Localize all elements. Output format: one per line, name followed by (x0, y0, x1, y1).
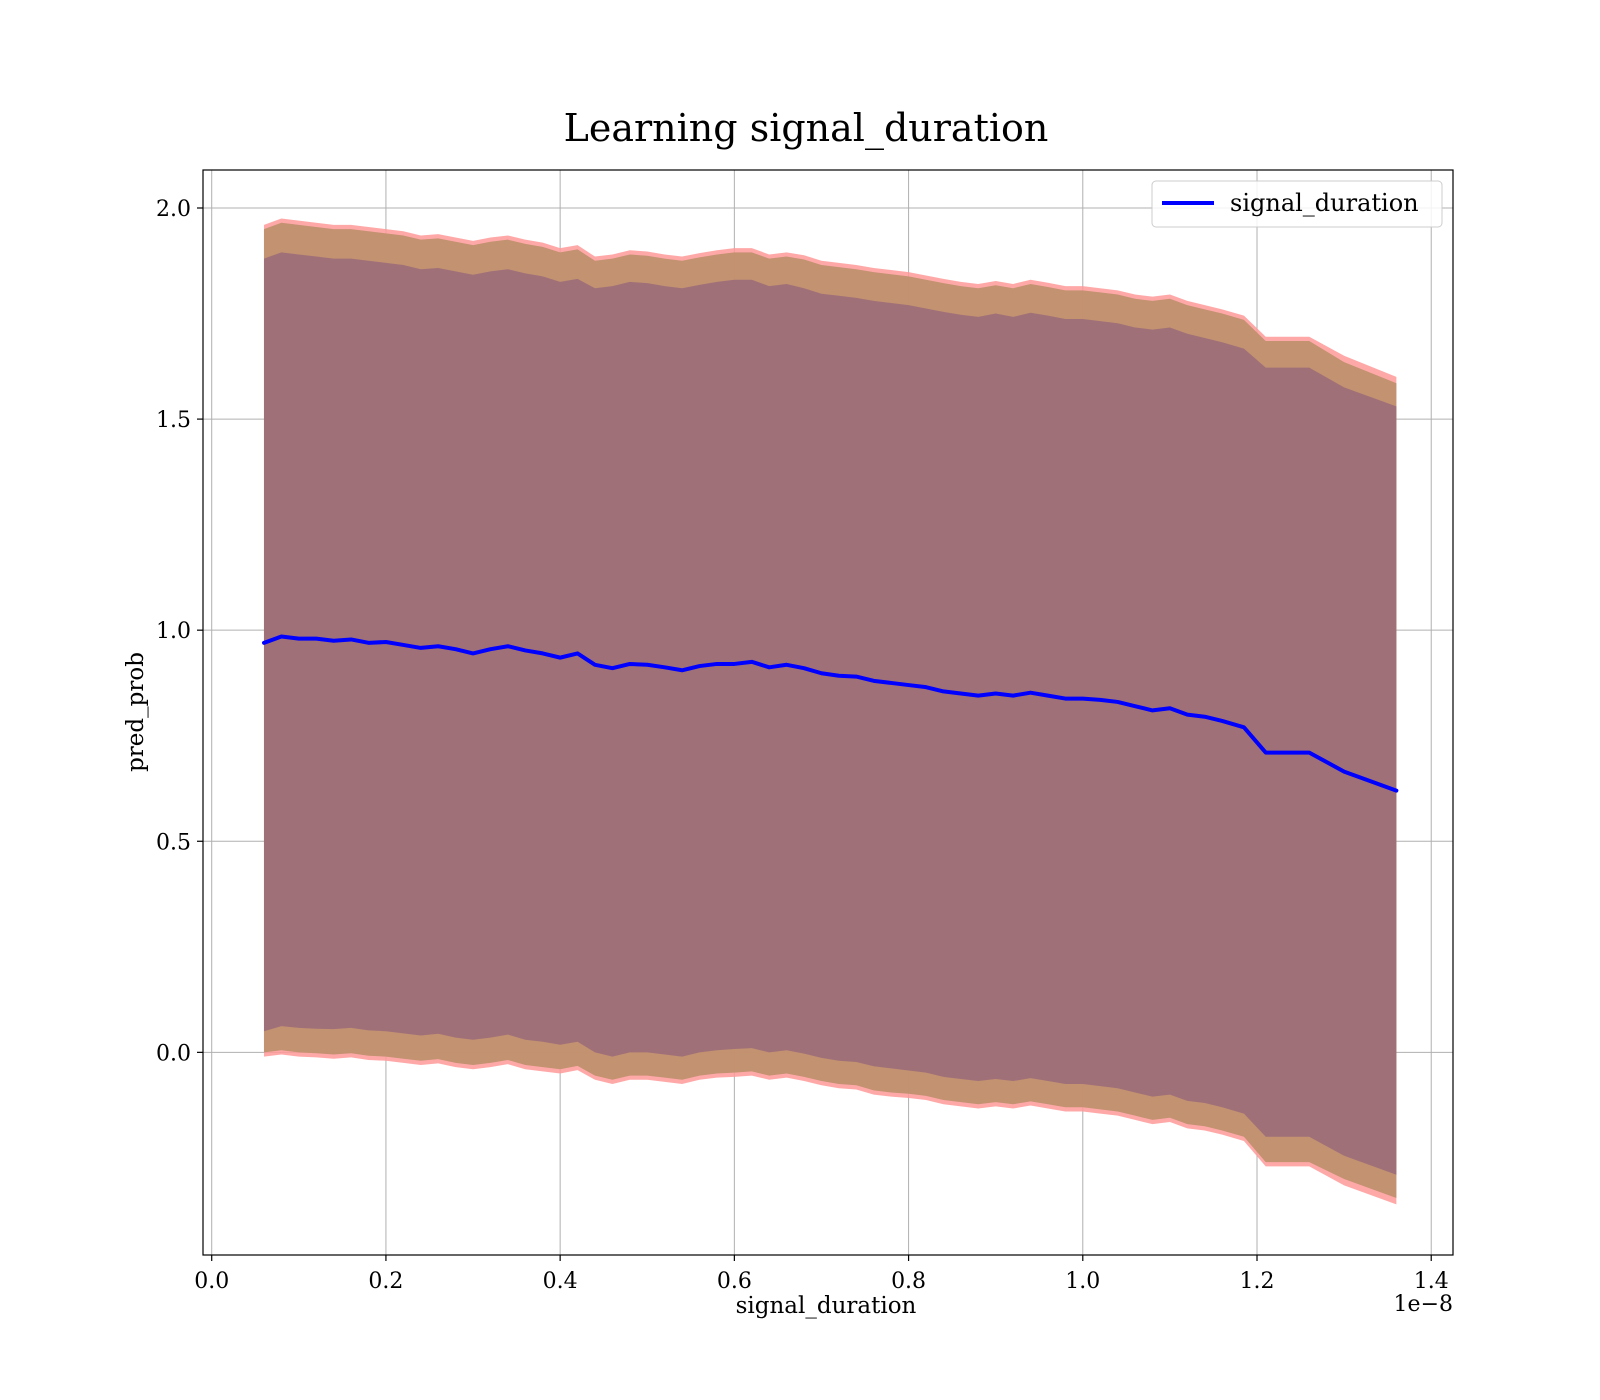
y-tick-label: 0.5 (156, 830, 191, 855)
x-tick-label: 1.0 (1065, 1269, 1100, 1294)
x-axis-offset-label: 1e−8 (1394, 1292, 1453, 1317)
y-tick-label: 2.0 (156, 197, 191, 222)
x-axis-label: signal_duration (736, 1293, 917, 1319)
y-tick-label: 0.0 (156, 1041, 191, 1066)
y-axis-ticks: 0.0 0.5 1.0 1.5 2.0 (156, 197, 203, 1066)
legend-label: signal_duration (1230, 189, 1419, 217)
x-axis-ticks: 0.0 0.2 0.4 0.6 0.8 1.0 1.2 1.4 (194, 1255, 1449, 1294)
y-tick-label: 1.5 (156, 408, 191, 433)
plot-frame (202, 169, 1454, 1256)
series-lines (261, 634, 1399, 793)
chart-title: Learning signal_duration (564, 106, 1049, 151)
x-tick-label: 0.2 (368, 1269, 403, 1294)
x-tick-label: 1.2 (1240, 1269, 1275, 1294)
x-tick-label: 0.4 (543, 1269, 578, 1294)
legend-box (1151, 180, 1443, 228)
confidence-bands (263, 218, 1397, 1205)
x-tick-label: 0.8 (891, 1269, 926, 1294)
series-line (261, 634, 1399, 793)
x-tick-label: 0.0 (194, 1269, 229, 1294)
x-tick-label: 1.4 (1414, 1269, 1449, 1294)
x-tick-label: 0.6 (717, 1269, 752, 1294)
y-tick-label: 1.0 (156, 619, 191, 644)
y-axis-label: pred_prob (123, 652, 149, 772)
band-inner (263, 252, 1397, 1175)
legend: signal_duration (1151, 180, 1443, 228)
